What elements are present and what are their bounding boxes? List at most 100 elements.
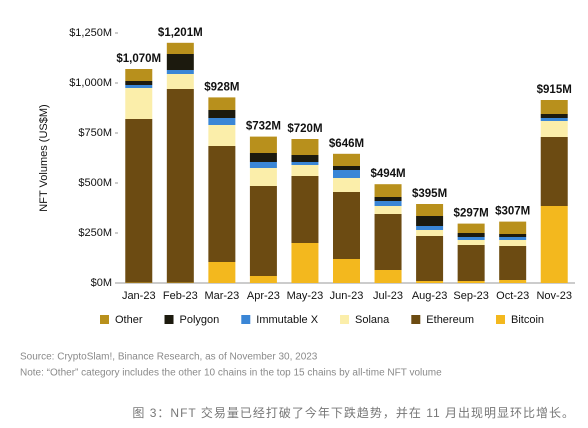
total-label: $732M [246, 121, 281, 133]
bar-segment [499, 221, 527, 234]
total-label: $307M [495, 206, 530, 218]
bar-segment [249, 186, 277, 276]
x-tick-label: Aug-23 [412, 290, 447, 302]
bar-segment [499, 246, 527, 280]
total-label: $1,070M [116, 53, 161, 65]
bar-segment [374, 214, 402, 270]
x-tick-label: Jun-23 [330, 290, 364, 302]
note: Note: “Other” category includes the othe… [20, 368, 442, 379]
total-label: $395M [412, 188, 447, 200]
bar-segment [416, 216, 444, 226]
y-tick-label: $1,000M [69, 77, 112, 89]
bar-segment [457, 240, 485, 245]
bar-segment [374, 197, 402, 201]
total-label: $646M [329, 138, 364, 150]
bar-segment [208, 262, 236, 283]
bar-segment [457, 237, 485, 240]
total-label: $494M [370, 168, 405, 180]
bar-segment [208, 110, 236, 118]
bar-segment [291, 139, 319, 155]
bar-segment [540, 118, 568, 121]
bar-segment [249, 136, 277, 153]
source: Source: CryptoSlam!, Binance Research, a… [20, 352, 318, 363]
bar-segment [166, 70, 194, 74]
x-tick-label: Mar-23 [204, 290, 239, 302]
bar-segment [374, 206, 402, 214]
legend-label: Bitcoin [511, 314, 544, 326]
bar-segment [374, 184, 402, 197]
bar-segment [166, 54, 194, 70]
legend-swatch [340, 315, 350, 324]
bar-segment [333, 153, 360, 166]
bar-segment [457, 233, 485, 237]
x-tick-label: Nov-23 [536, 290, 571, 302]
bar-segment [416, 230, 444, 236]
bar-segment [249, 168, 277, 186]
legend-label: Polygon [180, 314, 220, 326]
legend-label: Other [115, 314, 143, 326]
x-tick-label: Sep-23 [453, 290, 488, 302]
legend-swatch [496, 315, 505, 324]
bar-segment [208, 125, 236, 146]
bar-segment [540, 137, 568, 206]
bar-segment [125, 81, 153, 85]
bar-segment [374, 201, 402, 206]
legend-swatch [100, 315, 109, 324]
bar-segment [499, 237, 527, 240]
bar-segment [333, 166, 360, 170]
y-axis-label: NFT Volumes (US$M) [38, 104, 50, 211]
x-tick-label: Oct-23 [496, 290, 529, 302]
bar-segment [374, 270, 402, 283]
bar-segment [333, 170, 360, 178]
x-tick-label: Apr-23 [247, 290, 280, 302]
total-label: $720M [287, 123, 322, 135]
bar-segment [540, 121, 568, 137]
x-tick-label: May-23 [287, 290, 324, 302]
bar-segment [208, 97, 236, 110]
bar-segment [166, 74, 194, 89]
bar-segment [333, 178, 360, 192]
bar-segment [291, 243, 319, 283]
legend-label: Solana [355, 314, 390, 326]
y-tick-label: $0M [91, 277, 112, 289]
legend-label: Ethereum [426, 314, 474, 326]
legend-swatch [241, 315, 251, 324]
bar-segment [166, 89, 194, 283]
bar-segment [416, 281, 444, 283]
bar-segment [291, 162, 319, 165]
bar-segment [291, 155, 319, 162]
bar-segment [333, 259, 360, 283]
bar-segment [208, 146, 236, 262]
bar-segment [291, 165, 319, 176]
legend-swatch [411, 315, 421, 324]
bar-segment [125, 85, 153, 88]
bar-segment [249, 162, 277, 168]
bar-segment [416, 236, 444, 281]
bar-segment [291, 176, 319, 243]
bar-segment [540, 206, 568, 283]
total-label: $1,201M [158, 27, 203, 39]
y-tick-label: $750M [78, 127, 112, 139]
bar-segment [540, 114, 568, 118]
bar-segment [457, 281, 485, 283]
bar-segment [125, 69, 153, 81]
x-tick-label: Jul-23 [373, 290, 403, 302]
bar-segment [499, 234, 527, 237]
legend-swatch [164, 315, 174, 324]
legend-label: Immutable X [256, 314, 318, 326]
x-tick-label: Jan-23 [122, 290, 156, 302]
bar-segment [499, 240, 527, 246]
bar-segment [540, 100, 568, 114]
total-label: $297M [454, 208, 489, 220]
y-tick-label: $250M [78, 227, 112, 239]
bar-segment [499, 280, 527, 283]
total-label: $928M [204, 81, 239, 93]
bar-segment [457, 223, 485, 233]
bar-segment [416, 204, 444, 216]
y-tick-label: $500M [78, 177, 112, 189]
bar-segment [166, 42, 194, 54]
bar-segment [416, 226, 444, 230]
bar-segment [249, 153, 277, 162]
caption: 图 3：NFT 交易量已经打破了今年下跌趋势，并在 11 月出现明显环比增长。 [132, 405, 575, 420]
bar-segment [208, 118, 236, 125]
